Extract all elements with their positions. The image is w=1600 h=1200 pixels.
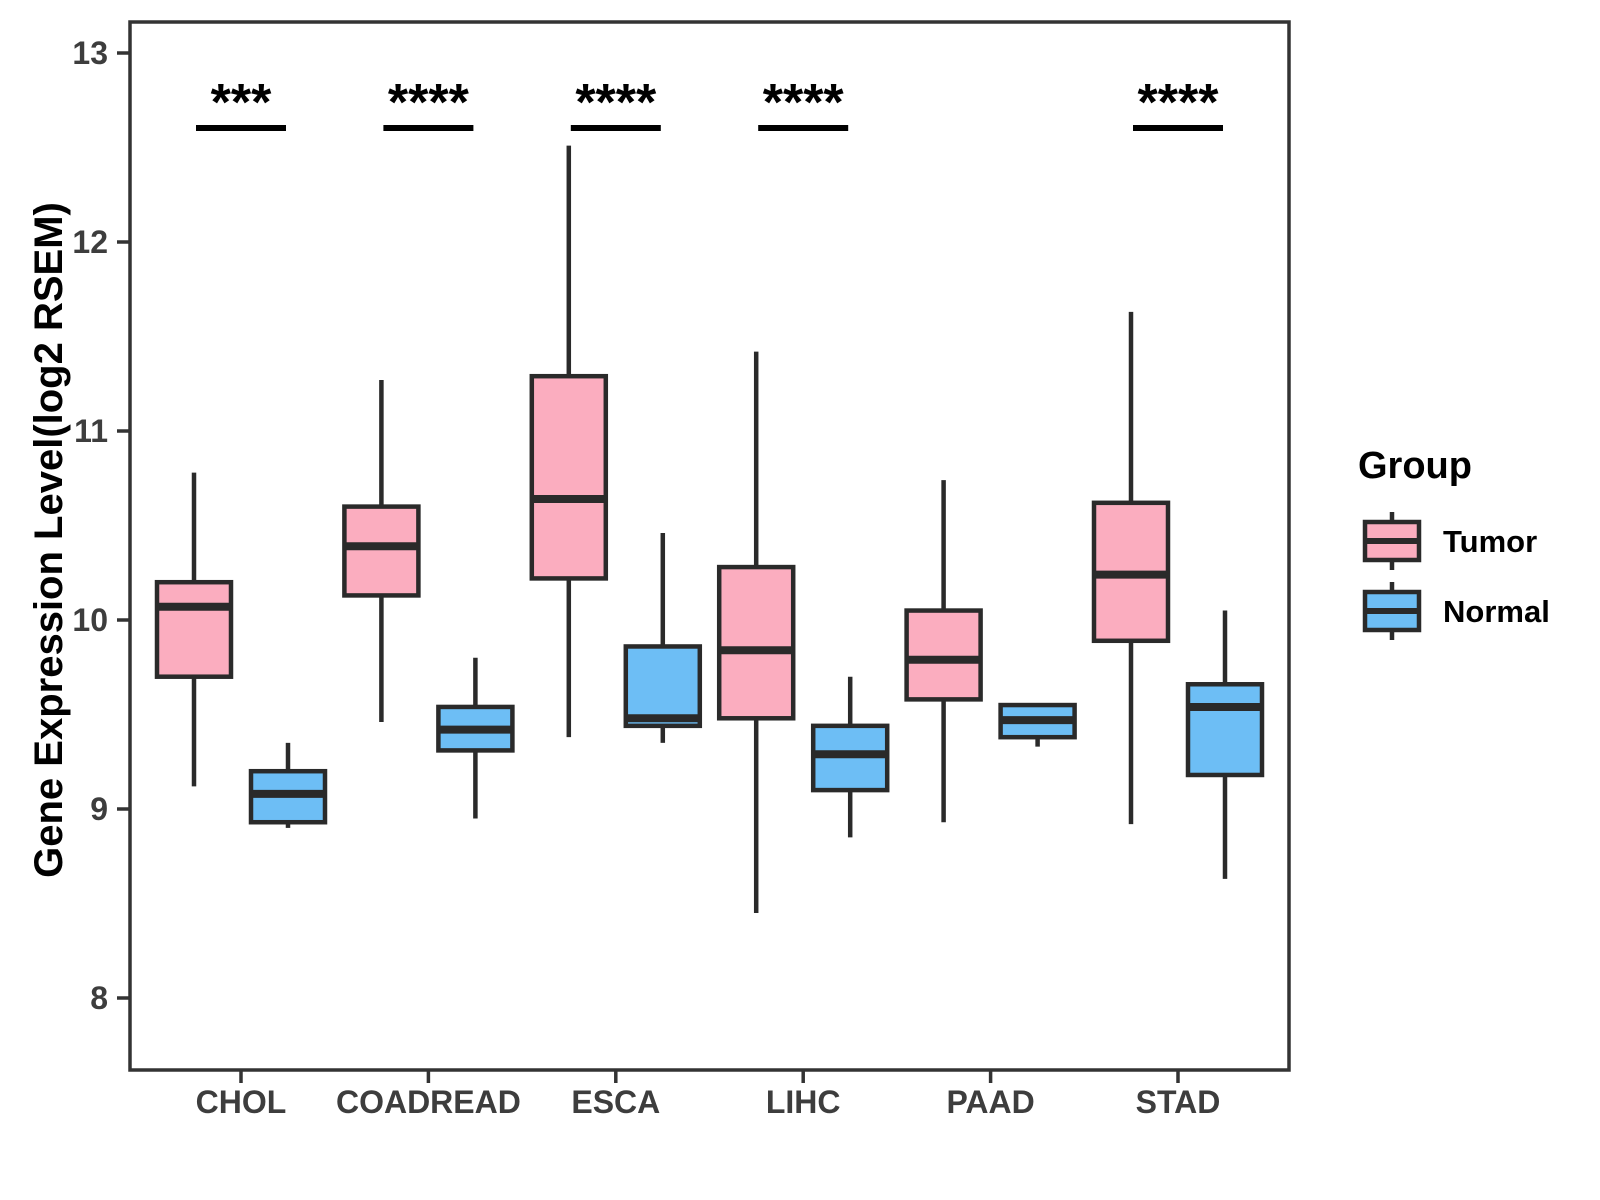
significance-stars-chol: *** [211,74,272,132]
significance-stars-coadread: **** [388,74,470,132]
y-axis-tick-label: 10 [72,602,108,638]
significance-bar-stad [1133,125,1223,131]
box-tumor-esca [529,373,609,581]
significance-bar-esca [570,125,661,131]
legend-label-normal: Normal [1443,594,1550,629]
significance-stars-lihc: **** [763,74,845,132]
y-axis-tick-label: 9 [90,791,108,827]
box-tumor-lihc [716,564,796,721]
box-tumor-coadread [342,504,421,598]
y-axis-tick-label: 8 [90,980,108,1016]
box-tumor-paad [904,608,983,702]
significance-bar-lihc [758,125,849,131]
legend-title: Group [1358,445,1472,487]
x-axis-label-coadread: COADREAD [336,1084,521,1120]
y-axis-tick-label: 12 [72,224,108,260]
significance-stars-esca: **** [575,74,657,132]
x-axis-label-stad: STAD [1136,1084,1221,1120]
box-normal-stad [1185,682,1265,778]
box-tumor-chol [154,579,234,679]
significance-bar-chol [196,125,286,131]
significance-stars-stad: **** [1138,74,1220,132]
y-axis-tick-label: 13 [72,35,108,71]
x-axis-label-lihc: LIHC [766,1084,841,1120]
y-axis-title: Gene Expression Level(log2 RSEM) [27,202,71,878]
significance-bar-coadread [383,125,474,131]
legend-label-tumor: Tumor [1443,524,1537,559]
x-axis-label-chol: CHOL [196,1084,287,1120]
x-axis-label-paad: PAAD [946,1084,1034,1120]
y-axis-tick-label: 11 [74,413,108,449]
box-normal-esca [623,644,703,729]
x-axis-label-esca: ESCA [571,1084,660,1120]
